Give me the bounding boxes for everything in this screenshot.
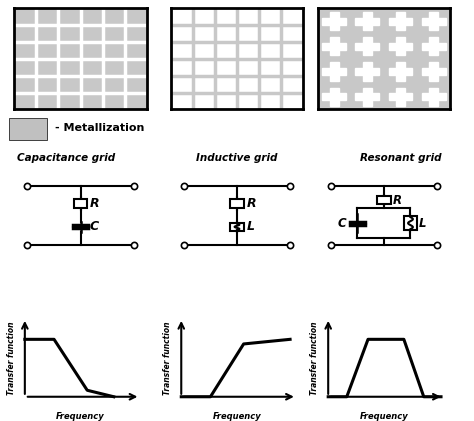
Bar <box>322 93 346 100</box>
Text: Frequency: Frequency <box>360 412 408 421</box>
Bar <box>429 37 438 56</box>
Bar <box>356 18 379 24</box>
Bar <box>389 43 412 50</box>
Text: Transfer function: Transfer function <box>310 321 319 394</box>
Text: Inductive grid: Inductive grid <box>196 153 278 163</box>
Bar <box>329 12 339 30</box>
Bar <box>230 199 244 208</box>
Bar <box>396 37 405 56</box>
Bar <box>396 88 405 106</box>
Text: R: R <box>393 194 402 207</box>
Text: Resonant grid: Resonant grid <box>360 153 441 163</box>
Bar <box>74 199 87 208</box>
Text: Transfer function: Transfer function <box>164 321 173 394</box>
Bar <box>356 43 379 50</box>
Bar <box>363 62 372 81</box>
Bar <box>329 37 339 56</box>
Bar <box>356 93 379 100</box>
Text: L: L <box>246 220 254 233</box>
Bar <box>422 43 446 50</box>
Bar <box>363 37 372 56</box>
Bar <box>422 93 446 100</box>
Text: Capacitance grid: Capacitance grid <box>17 153 116 163</box>
Bar <box>9 118 47 140</box>
Text: C: C <box>90 220 99 233</box>
Bar <box>356 68 379 75</box>
Bar <box>396 62 405 81</box>
Bar <box>377 196 391 204</box>
Text: Transfer function: Transfer function <box>7 321 16 394</box>
Bar <box>429 88 438 106</box>
Bar <box>363 12 372 30</box>
Text: L: L <box>419 217 426 229</box>
Bar <box>389 18 412 24</box>
Bar <box>363 88 372 106</box>
Text: Frequency: Frequency <box>213 412 261 421</box>
Bar <box>322 68 346 75</box>
Bar <box>329 62 339 81</box>
Bar <box>389 93 412 100</box>
Bar <box>230 223 244 231</box>
Bar <box>322 18 346 24</box>
Bar <box>429 12 438 30</box>
Bar <box>329 88 339 106</box>
Text: C: C <box>337 217 346 229</box>
Bar <box>404 216 417 230</box>
Text: R: R <box>246 197 256 210</box>
Text: - Metallization: - Metallization <box>55 123 144 133</box>
Bar <box>322 43 346 50</box>
Text: Frequency: Frequency <box>56 412 105 421</box>
Text: R: R <box>90 197 100 210</box>
Bar <box>389 68 412 75</box>
Bar <box>422 68 446 75</box>
Bar <box>396 12 405 30</box>
Bar <box>429 62 438 81</box>
Bar <box>422 18 446 24</box>
